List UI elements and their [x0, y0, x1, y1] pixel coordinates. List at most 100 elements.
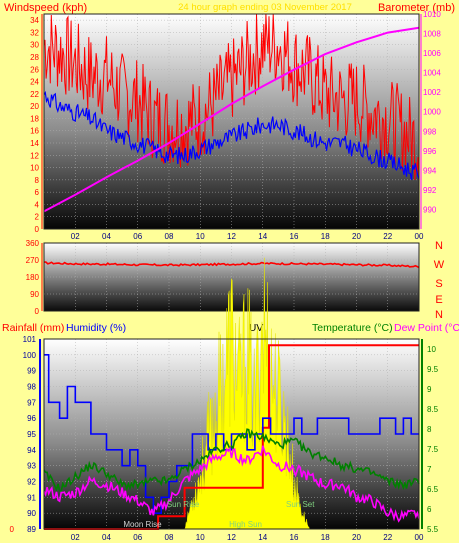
hour-tick-label: 20 [352, 533, 361, 542]
humidity-tick-label: 96 [27, 414, 36, 423]
humidity-tick-label: 90 [27, 509, 36, 518]
windspeed-tick-label: 6 [35, 188, 40, 197]
windspeed-tick-label: 4 [35, 200, 40, 209]
compass-letters: N W S E N [434, 240, 445, 321]
barometer-tick-label: 1010 [423, 10, 441, 19]
rainfall-line [44, 344, 419, 530]
windspeed-tick-label: 18 [30, 114, 39, 123]
humidity-tick-label: 97 [27, 398, 36, 407]
barometer-tick-label: 1004 [423, 69, 441, 78]
humidity-tick-label: 92 [27, 478, 36, 487]
windspeed-tick-label: 8 [35, 176, 40, 185]
hour-tick-label: 14 [258, 533, 267, 542]
compass-letter-n1: N [435, 240, 443, 252]
windspeed-tick-label: 2 [35, 213, 40, 222]
hour-tick-label: 22 [383, 232, 392, 241]
direction-tick-label: 360 [26, 239, 40, 248]
humidity-axis-label: Humidity (%) [66, 322, 126, 334]
dewpoint-line [43, 445, 420, 523]
barometer-tick-label: 1002 [423, 88, 441, 97]
direction-tick-label: 0 [35, 307, 40, 316]
temperature-tick-label: 8.5 [427, 405, 439, 414]
hour-tick-label: 20 [352, 232, 361, 241]
windspeed-tick-label: 0 [35, 225, 40, 234]
barometer-tick-label: 998 [423, 127, 437, 136]
compass-letter-s: S [435, 278, 442, 290]
windspeed-gust-line [43, 13, 420, 180]
windspeed-tick-label: 12 [30, 151, 39, 160]
hour-tick-label: 12 [227, 533, 236, 542]
barometer-tick-label: 996 [423, 147, 437, 156]
windspeed-tick-label: 28 [30, 53, 39, 62]
humidity-tick-label: 91 [27, 493, 36, 502]
direction-tick-label: 90 [30, 290, 39, 299]
compass-letter-n2: N [435, 309, 443, 321]
wind-direction-line [44, 261, 420, 269]
windspeed-average-line [43, 90, 420, 180]
barometer-tick-label: 1008 [423, 30, 441, 39]
temp-hum-axes: 89909192939495969798991001015.566.577.58… [10, 335, 439, 542]
barometer-tick-label: 990 [423, 205, 437, 214]
hour-tick-label: 00 [415, 533, 424, 542]
wind-axes: 0246810121416182022242628303234990992994… [30, 10, 441, 241]
compass-letter-e: E [435, 294, 442, 306]
hour-tick-label: 04 [102, 533, 111, 542]
dewpoint-axis-label: Dew Point (°C) [394, 322, 459, 334]
windspeed-tick-label: 30 [30, 41, 39, 50]
direction-tick-label: 270 [26, 256, 40, 265]
hour-tick-label: 04 [102, 232, 111, 241]
direction-tick-label: 180 [26, 273, 40, 282]
hour-tick-label: 02 [71, 533, 80, 542]
windspeed-tick-label: 16 [30, 127, 39, 136]
sun-moon-label: Sun Rise [167, 500, 200, 509]
sun-moon-label: Moon Rise [123, 520, 162, 529]
rainfall-tick-label: 0 [10, 525, 15, 534]
temperature-tick-label: 6.5 [427, 485, 439, 494]
barometer-tick-label: 994 [423, 166, 437, 175]
humidity-tick-label: 100 [23, 351, 37, 360]
hour-tick-label: 18 [321, 533, 330, 542]
temperature-tick-label: 7.5 [427, 445, 439, 454]
uv-area [184, 257, 310, 530]
humidity-tick-label: 93 [27, 462, 36, 471]
humidity-tick-label: 89 [27, 525, 36, 534]
hour-tick-label: 06 [133, 533, 142, 542]
humidity-line [44, 354, 419, 514]
barometer-axis-label: Barometer (mb) [378, 2, 455, 14]
temperature-line [43, 428, 420, 493]
hour-tick-label: 08 [165, 533, 174, 542]
windspeed-tick-label: 26 [30, 65, 39, 74]
temp-hum-plot-frame [43, 338, 420, 530]
hour-tick-label: 02 [71, 232, 80, 241]
humidity-tick-label: 98 [27, 383, 36, 392]
hour-tick-label: 06 [133, 232, 142, 241]
chart-title: 24 hour graph ending 03 November 2017 [178, 2, 352, 13]
humidity-tick-label: 94 [27, 446, 36, 455]
wind-series [43, 13, 420, 213]
windspeed-tick-label: 10 [30, 164, 39, 173]
windspeed-tick-label: 34 [30, 16, 39, 25]
hour-tick-label: 22 [383, 533, 392, 542]
humidity-tick-label: 99 [27, 367, 36, 376]
sun-moon-label: High Sun [229, 520, 262, 529]
hour-tick-label: 12 [227, 232, 236, 241]
windspeed-tick-label: 14 [30, 139, 39, 148]
temperature-tick-label: 7 [427, 465, 432, 474]
temp-hum-series [43, 257, 420, 530]
uv-label: UV [249, 322, 264, 334]
windspeed-tick-label: 22 [30, 90, 39, 99]
temperature-tick-label: 5.5 [427, 525, 439, 534]
direction-series [44, 261, 420, 269]
barometer-line [43, 26, 420, 213]
compass-letter-w: W [434, 259, 445, 271]
hour-tick-label: 16 [290, 533, 299, 542]
rainfall-axis-label: Rainfall (mm) [2, 322, 64, 334]
hour-tick-label: 18 [321, 232, 330, 241]
temperature-tick-label: 10 [427, 345, 436, 354]
windspeed-tick-label: 32 [30, 28, 39, 37]
temperature-axis-label: Temperature (°C) [312, 322, 393, 334]
barometer-tick-label: 992 [423, 186, 437, 195]
humidity-tick-label: 101 [23, 335, 37, 344]
hour-tick-label: 08 [165, 232, 174, 241]
